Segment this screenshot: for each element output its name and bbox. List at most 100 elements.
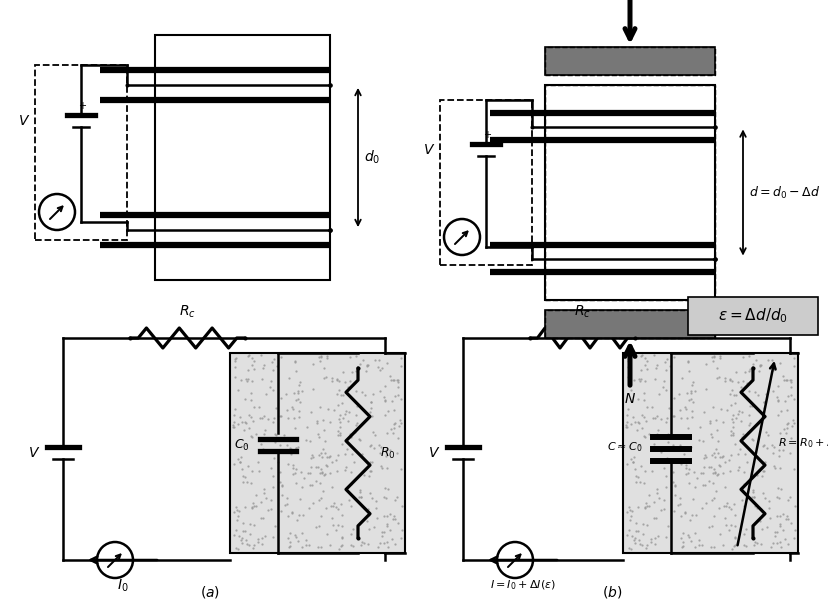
Point xyxy=(644,188,657,198)
Point xyxy=(767,442,780,452)
Point xyxy=(306,480,319,490)
Point xyxy=(787,526,801,536)
Point xyxy=(570,160,583,170)
Point xyxy=(628,333,641,343)
Point xyxy=(222,168,235,178)
Point xyxy=(188,168,201,178)
Point xyxy=(758,427,772,437)
Point xyxy=(229,143,243,152)
Point xyxy=(557,118,570,128)
Point xyxy=(292,189,306,199)
Point xyxy=(637,412,650,422)
Bar xyxy=(544,310,714,338)
Point xyxy=(659,532,672,542)
Point xyxy=(205,122,219,132)
Point xyxy=(570,240,583,250)
Point xyxy=(771,451,784,461)
Point xyxy=(255,413,268,423)
Point xyxy=(331,430,344,440)
Point xyxy=(649,256,662,266)
Point xyxy=(171,221,184,231)
Point xyxy=(325,513,338,523)
Point xyxy=(277,80,291,90)
Point xyxy=(379,493,392,503)
Point xyxy=(566,253,579,262)
Point xyxy=(289,395,302,405)
Point xyxy=(172,93,185,102)
Point xyxy=(241,365,254,375)
Point xyxy=(672,390,685,400)
Point xyxy=(320,353,333,362)
Point xyxy=(286,507,299,517)
Point xyxy=(619,189,632,199)
Point xyxy=(355,387,368,396)
Point xyxy=(296,132,310,142)
Point xyxy=(335,540,349,550)
Point xyxy=(339,406,352,415)
Bar xyxy=(155,35,330,280)
Point xyxy=(662,126,675,135)
Point xyxy=(594,115,607,125)
Point xyxy=(770,396,783,406)
Point xyxy=(599,235,612,245)
Point xyxy=(631,526,644,536)
Point xyxy=(641,165,654,174)
Point xyxy=(235,126,248,136)
Point xyxy=(266,365,279,375)
Point xyxy=(283,537,296,547)
Point xyxy=(254,514,267,523)
Point xyxy=(320,351,333,361)
Point xyxy=(215,170,229,179)
Point xyxy=(639,501,652,511)
Point xyxy=(621,404,634,414)
Point xyxy=(364,411,378,421)
Point xyxy=(291,227,304,237)
Point xyxy=(166,127,180,137)
Point xyxy=(650,188,663,198)
Point xyxy=(625,116,638,126)
Point xyxy=(191,185,205,195)
Point xyxy=(684,133,697,143)
Point xyxy=(287,84,301,94)
Point xyxy=(232,419,245,429)
Point xyxy=(255,539,268,548)
Point xyxy=(707,467,720,476)
Point xyxy=(674,250,687,260)
Point xyxy=(783,378,797,387)
Point xyxy=(734,432,748,442)
Point xyxy=(243,198,256,207)
Point xyxy=(238,502,252,512)
Point xyxy=(667,195,680,204)
Point xyxy=(170,101,183,110)
Point xyxy=(365,493,378,503)
Point xyxy=(282,413,295,423)
Point xyxy=(241,134,254,143)
Point xyxy=(557,123,570,133)
Point xyxy=(572,257,585,267)
Point xyxy=(281,533,294,543)
Point xyxy=(648,363,662,373)
Point xyxy=(634,237,647,246)
Point xyxy=(243,540,256,550)
Point xyxy=(171,160,185,170)
Point xyxy=(243,156,257,165)
Point xyxy=(698,480,711,490)
Point xyxy=(624,210,638,220)
Point xyxy=(626,235,639,245)
Point xyxy=(221,94,234,104)
Point xyxy=(234,452,248,462)
Point xyxy=(628,464,641,473)
Point xyxy=(640,141,653,151)
Point xyxy=(231,179,244,188)
Point xyxy=(632,418,645,428)
Point xyxy=(709,444,722,454)
Point xyxy=(561,253,575,262)
Point xyxy=(266,95,279,105)
Point xyxy=(364,440,378,450)
Point xyxy=(253,131,267,141)
Point xyxy=(678,173,691,182)
Point xyxy=(639,171,652,181)
Point xyxy=(778,515,792,525)
Point xyxy=(754,471,768,481)
Point xyxy=(777,534,791,544)
